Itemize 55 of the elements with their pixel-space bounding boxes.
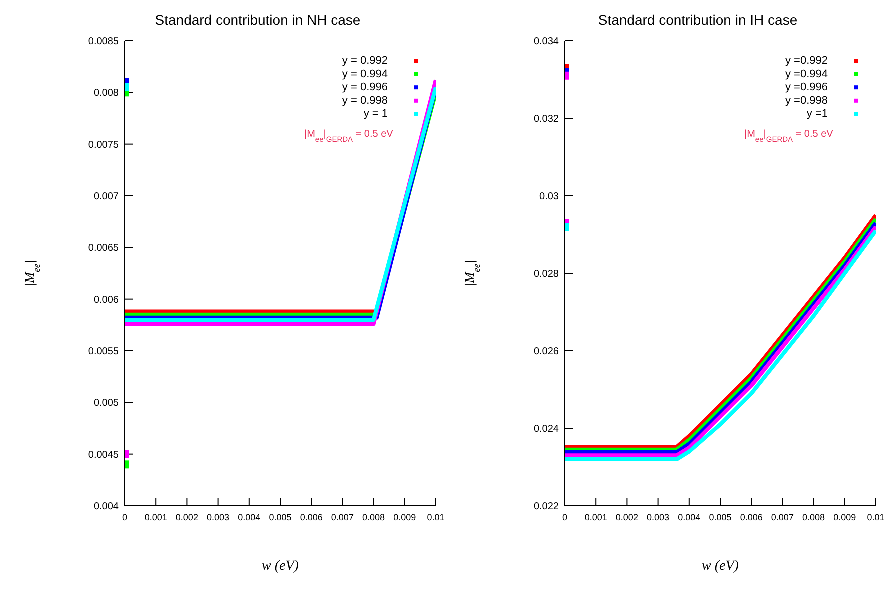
x-tick-label: 0.003 [647, 512, 670, 522]
y-tick-label: 0.028 [534, 269, 560, 280]
x-tick-label: 0.006 [740, 512, 763, 522]
legend-label: y = 0.996 [342, 82, 388, 94]
y-tick-label: 0.0075 [88, 140, 120, 151]
legend-label: y = 1 [364, 108, 388, 120]
y-tick-label: 0.0085 [88, 36, 120, 48]
x-tick-label: 0.001 [144, 512, 168, 522]
x-tick-label: 0.008 [802, 512, 826, 522]
y-tick-label: 0.026 [534, 346, 560, 358]
x-tick-label: 0.001 [584, 512, 608, 522]
y-tick-label: 0.006 [94, 294, 120, 306]
y-tick-label: 0.008 [94, 88, 120, 100]
x-tick-label: 0.007 [331, 512, 354, 522]
x-tick-label: 0.005 [709, 512, 732, 522]
y-tick-label: 0.0045 [88, 450, 120, 461]
x-tick-label: 0.007 [771, 512, 794, 522]
x-tick-label: 0.004 [238, 512, 261, 522]
y-tick-label: 0.005 [94, 398, 120, 410]
x-tick-label: 0.009 [834, 512, 856, 522]
x-tick-label: 0.003 [207, 512, 230, 522]
chart-title: Standard contribution in IH case [597, 12, 799, 28]
x-tick-label: 0.002 [176, 512, 198, 522]
x-axis-title: w (eV) [702, 559, 740, 574]
legend-label: y =0.992 [785, 55, 828, 67]
legend-label: y =0.996 [785, 82, 828, 94]
legend-label: y = 0.994 [342, 68, 388, 80]
y-tick-label: 0.034 [534, 36, 560, 48]
x-tick-label: 0.009 [394, 512, 416, 522]
x-tick-label: 0.005 [269, 512, 292, 522]
annotation: |M$_{ee}$|$_{GERDA}$ = 0.5 eV [304, 129, 394, 144]
legend-label: y = 0.998 [342, 94, 388, 107]
y-tick-label: 0.007 [94, 192, 120, 203]
legend-label: y =0.994 [785, 68, 828, 80]
y-tick-label: 0.032 [534, 114, 560, 126]
y-tick-label: 0.03 [540, 192, 560, 203]
y-tick-label: 0.024 [534, 424, 560, 436]
x-tick-label: 0.01 [427, 512, 445, 522]
x-tick-label: 0 [122, 512, 128, 522]
legend-label: y =0.998 [785, 94, 828, 107]
x-tick-label: 0.004 [678, 512, 701, 522]
x-axis-title: w (eV) [262, 559, 300, 574]
y-tick-label: 0.0055 [88, 346, 120, 358]
x-tick-label: 0.01 [867, 512, 885, 522]
y-tick-label: 0.0065 [88, 243, 120, 254]
x-tick-label: 0.002 [616, 512, 638, 522]
legend-label: y =1 [806, 108, 828, 120]
y-tick-label: 0.004 [94, 502, 120, 513]
x-tick-label: 0.008 [362, 512, 386, 522]
x-tick-label: 0 [562, 512, 568, 522]
annotation: |M$_{ee}$|$_{GERDA}$ = 0.5 eV [744, 129, 834, 144]
legend-label: y = 0.992 [342, 55, 388, 67]
x-tick-label: 0.006 [300, 512, 323, 522]
y-tick-label: 0.022 [534, 502, 560, 513]
chart-title: Standard contribution in NH case [154, 12, 362, 28]
